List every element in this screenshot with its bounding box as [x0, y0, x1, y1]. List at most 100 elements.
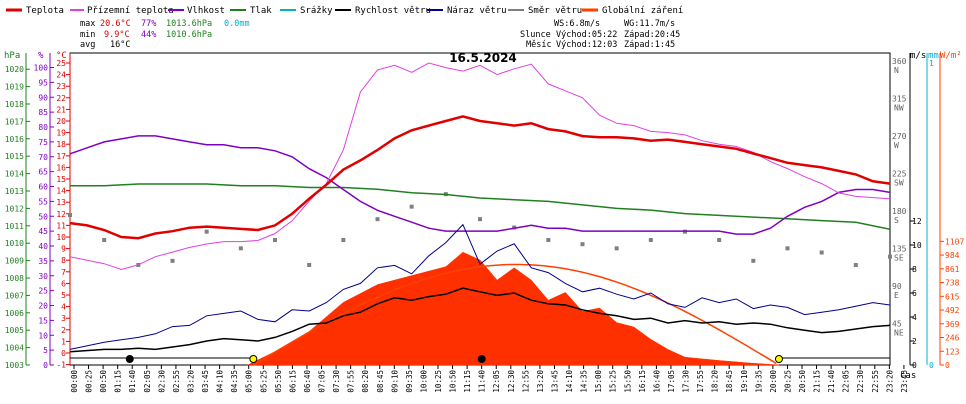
temperature-tick-label: 24 [56, 71, 66, 80]
wind-dir-tick-label: W [894, 141, 899, 150]
pressure-tick-label: 1009 [5, 257, 24, 266]
stats-max-hum: 77% [141, 19, 156, 29]
radiation-layer [247, 251, 780, 366]
wind-dir-point [648, 238, 653, 242]
temperature-tick-label: 21 [56, 105, 66, 114]
radiation-tick-label: 0 [945, 361, 950, 370]
x-tick-label: 16:15 [638, 370, 647, 393]
x-axis: 00:00 00:25 00:50 01:15 01:40 02:05 02:30 02:55… [70, 357, 909, 393]
pressure-tick-label: 1010 [5, 239, 24, 248]
x-tick-label: 07:30 [332, 370, 341, 393]
legend: Teplota Přízemní teplota Vlhkost Tlak Sr… [6, 6, 683, 16]
wind-dir-point [341, 238, 346, 242]
stats-block: max 20.6°C 77% 1013.6hPa 0.0mm min 9.9°C… [80, 19, 250, 50]
x-tick-label: 05:25 [259, 370, 268, 393]
humidity-tick-label: 30 [38, 272, 48, 281]
wind-dir-point [751, 258, 756, 263]
temperature-tick-label: 18 [56, 140, 66, 149]
x-tick-label: 15:25 [609, 370, 618, 393]
wind-dir-point [170, 258, 175, 263]
x-tick-label: 21:40 [827, 370, 836, 393]
humidity-tick-label: 85 [38, 108, 48, 117]
sun-label: Slunce [520, 30, 551, 40]
x-tick-label: 07:55 [347, 370, 356, 393]
wind-dir-point [478, 217, 482, 222]
x-tick-label: 15:50 [623, 370, 632, 393]
x-tick-label: 02:05 [143, 370, 152, 393]
pressure-tick-label: 1008 [5, 274, 24, 283]
moon-label: Měsíc [526, 40, 552, 50]
pressure-line [70, 183, 891, 231]
wind-dir-point [888, 254, 892, 259]
humidity-tick-label: 20 [38, 302, 48, 311]
sunset-marker [774, 355, 783, 363]
x-tick-label: 16:40 [652, 370, 661, 393]
wind-dir-tick-value: 180 [892, 207, 907, 216]
stats-min-temp: 9.9°C [104, 30, 130, 40]
wind-dir-point [238, 246, 243, 251]
pressure-tick-label: 1003 [5, 361, 24, 370]
x-tick-label: 00:00 [70, 370, 79, 393]
wind-dir-point [307, 263, 312, 267]
wind-dir-point [785, 246, 790, 251]
pressure-tick-label: 1005 [5, 326, 24, 335]
x-tick-label: 18:45 [725, 370, 734, 393]
x-tick-label: 13:20 [536, 370, 545, 393]
humidity-tick-label: 15 [38, 316, 48, 325]
x-tick-label: 19:10 [740, 370, 749, 393]
x-tick-label: 19:35 [754, 370, 763, 393]
x-tick-label: 15:00 [594, 370, 603, 393]
stats-min-label: min [80, 30, 95, 40]
pressure-tick-label: 1019 [5, 83, 24, 92]
temperature-tick-label: 15 [56, 175, 66, 184]
x-tick-label: 22:05 [842, 370, 851, 393]
wind-dir-point [717, 238, 722, 242]
wind-dir-tick-value: 270 [892, 132, 907, 141]
wind-dir-tick-value: 135 [892, 245, 907, 254]
wind-dir-tick-value: 225 [892, 170, 907, 179]
wind-dir-point [580, 242, 585, 247]
humidity-tick-label: 5 [43, 346, 48, 355]
humidity-tick-label: 100 [34, 64, 49, 73]
x-tick-label: 11:40 [478, 370, 487, 393]
x-tick-label: 06:15 [288, 370, 297, 393]
x-tick-label: 13:45 [550, 370, 559, 393]
temperature-tick-label: 3 [61, 314, 66, 323]
x-tick-label: 22:30 [856, 370, 865, 393]
stats-min-hum: 44% [141, 30, 156, 40]
wind-dir-point [614, 246, 619, 251]
wind-dir-tick-value: 315 [892, 95, 907, 104]
wind-dir-tick-label: NE [894, 329, 904, 338]
temperature-tick-label: 11 [56, 221, 66, 230]
legend-label-smer-vetru: Směr větru [528, 6, 582, 16]
x-tick-label: 09:10 [390, 370, 399, 393]
wind-speed-tick-label: 6 [912, 289, 917, 298]
stats-avg-temp: 16°C [110, 40, 130, 50]
temperature-tick-label: 5 [61, 291, 66, 300]
sunrise-marker [249, 355, 258, 363]
wind-wg-text: WG:11.7m/s [624, 19, 675, 29]
wind-gust-line [69, 223, 891, 350]
x-tick-label: 12:30 [507, 370, 516, 393]
legend-label-globalni-zareni: Globální záření [602, 6, 683, 16]
stats-min-press: 1010.6hPa [166, 30, 212, 40]
humidity-tick-label: 90 [38, 93, 48, 102]
x-tick-label: 04:35 [230, 370, 239, 393]
wind-dir-tick-label: N [894, 66, 899, 75]
x-tick-label: 14:10 [565, 370, 574, 393]
axis-unit-time: čas [900, 370, 916, 381]
temperature-tick-label: 8 [61, 256, 66, 265]
pressure-tick-label: 1018 [5, 100, 24, 109]
stats-rain: 0.0mm [224, 19, 250, 29]
temperature-tick-label: 7 [61, 268, 66, 277]
temperature-line [69, 115, 891, 240]
series-lines [69, 62, 891, 353]
pressure-tick-label: 1016 [5, 135, 24, 144]
x-tick-label: 23:45 [900, 370, 909, 393]
humidity-tick-label: 0 [43, 361, 48, 370]
stats-max-press: 1013.6hPa [166, 19, 212, 29]
humidity-tick-label: 60 [38, 183, 48, 192]
wind-dir-tick-label: SE [894, 254, 904, 263]
sun-set-text: Západ:20:45 [624, 30, 680, 40]
temperature-tick-label: 22 [56, 94, 66, 103]
